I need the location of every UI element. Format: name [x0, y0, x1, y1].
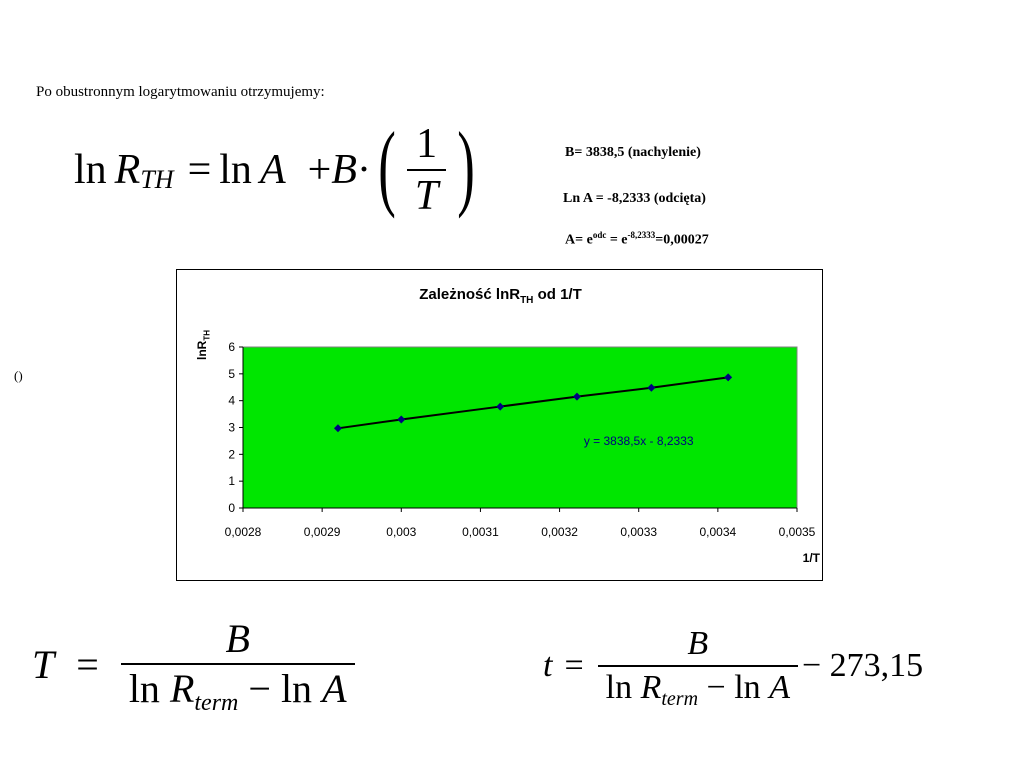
formula-main-ln-2: ln — [219, 147, 252, 193]
slope-note: B= 3838,5 (nachylenie) — [565, 145, 701, 160]
x-tick-label: 0,0031 — [462, 525, 499, 539]
formula-celsius-denominator: ln Rterm − ln A — [605, 668, 790, 710]
formula-celsius-offset: − 273,15 — [801, 646, 924, 684]
formula-kelvin-t: T — [32, 641, 55, 687]
formula-main-ln: ln — [74, 147, 107, 193]
formula-main: ln R TH = ln A + B · ( 1 T ) — [74, 112, 482, 220]
x-tick-label: 0,0034 — [700, 525, 737, 539]
data-point — [397, 415, 406, 424]
formula-celsius: t = B ln Rterm − ln A − 273,15 — [543, 625, 924, 710]
side-parentheses: () — [14, 368, 23, 383]
data-point — [333, 424, 342, 433]
x-axis-label: 1/T — [802, 551, 820, 565]
x-tick-label: 0,0029 — [304, 525, 341, 539]
formula-celsius-t: t — [543, 646, 553, 684]
formula-celsius-fraction: B ln Rterm − ln A — [597, 625, 798, 710]
y-tick-label: 2 — [228, 447, 235, 461]
formula-main-equals: = — [187, 147, 212, 193]
series-line — [337, 376, 729, 430]
data-point — [724, 373, 733, 382]
formula-main-numerator: 1 — [416, 120, 438, 167]
y-tick-label: 3 — [228, 421, 235, 435]
formula-main-b: B — [331, 147, 357, 193]
x-tick-label: 0,0028 — [225, 525, 262, 539]
intro-text: Po obustronnym logarytmowaniu otrzymujem… — [36, 84, 325, 100]
formula-main-fraction: 1 T — [406, 120, 447, 219]
y-tick-label: 6 — [228, 340, 235, 354]
formula-kelvin-equals: = — [76, 641, 99, 687]
x-tick-label: 0,0035 — [779, 525, 816, 539]
formula-main-r-sub: TH — [140, 165, 174, 194]
formula-main-right-paren: ) — [457, 112, 476, 219]
formula-kelvin: T = B ln Rterm − ln A — [32, 616, 359, 716]
formula-main-denominator: T — [414, 173, 439, 219]
formula-main-plus: + — [307, 147, 332, 193]
x-tick-label: 0,003 — [386, 525, 416, 539]
chart-title: Zależność lnRTH od 1/T — [419, 286, 582, 306]
intercept-note: Ln A = -8,2333 (odcięta) — [563, 191, 706, 206]
formula-kelvin-fraction: B ln Rterm − ln A — [120, 616, 355, 716]
formula-main-r: R — [114, 147, 141, 193]
y-tick-label: 1 — [228, 474, 235, 488]
x-tick-label: 0,0033 — [620, 525, 657, 539]
formula-main-dot: · — [356, 147, 371, 193]
formula-celsius-fraction-bar — [597, 664, 798, 667]
formula-main-a: A — [259, 147, 286, 193]
y-tick-label: 5 — [228, 367, 235, 381]
data-point — [647, 383, 656, 392]
data-point — [572, 392, 581, 401]
formula-kelvin-denominator: ln Rterm − ln A — [128, 666, 347, 716]
a-value-note: A= eodc = e-8,2333=0,00027 — [565, 230, 709, 248]
formula-main-fraction-bar — [406, 169, 447, 171]
formula-main-left-paren: ( — [378, 112, 396, 219]
y-tick-label: 4 — [228, 394, 235, 408]
trendline-label: y = 3838,5x - 8,2333 — [584, 434, 694, 448]
chart-plot: 0 1 2 3 4 5 6 0,0028 0,0029 0,003 0,0031 0,0032 0,00… — [225, 340, 816, 539]
x-tick-label: 0,0032 — [541, 525, 578, 539]
formula-kelvin-fraction-bar — [120, 663, 355, 665]
plot-area — [242, 346, 798, 509]
formula-kelvin-numerator: B — [225, 616, 250, 661]
formula-celsius-equals: = — [564, 646, 584, 684]
data-point — [496, 402, 505, 411]
y-tick-label: 0 — [228, 501, 235, 515]
formula-celsius-numerator: B — [687, 625, 709, 662]
